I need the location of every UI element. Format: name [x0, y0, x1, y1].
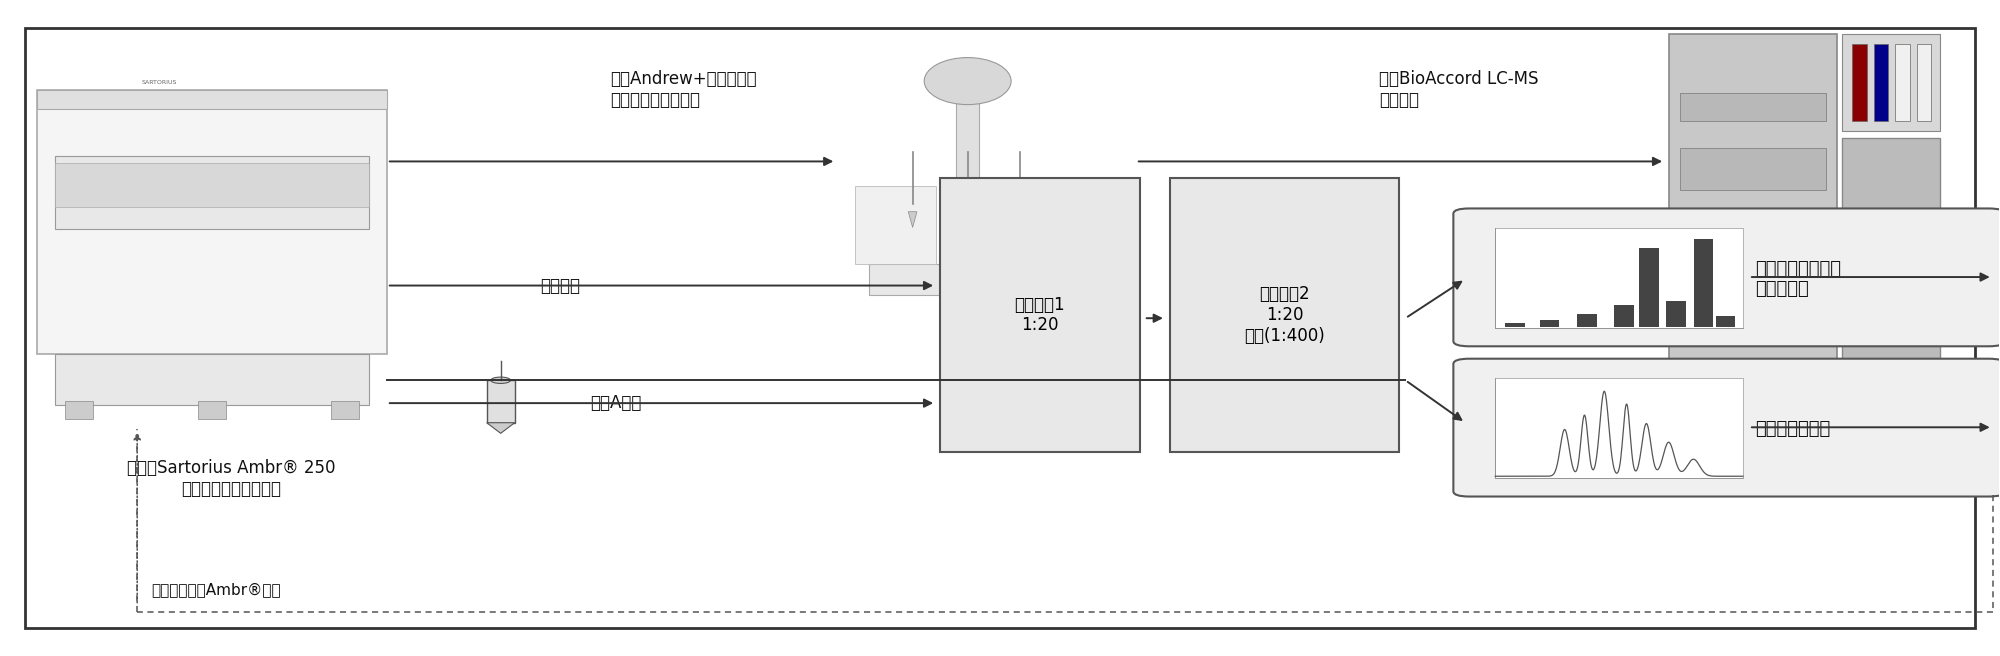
- Bar: [1170, 178, 1400, 452]
- Polygon shape: [486, 422, 514, 434]
- FancyBboxPatch shape: [1454, 209, 2000, 346]
- Text: 使用BioAccord LC-MS
采集数据: 使用BioAccord LC-MS 采集数据: [1380, 70, 1538, 109]
- Bar: [1694, 239, 1714, 327]
- Bar: [1496, 379, 1742, 478]
- Bar: [1874, 44, 1888, 121]
- Bar: [1680, 93, 1826, 121]
- FancyBboxPatch shape: [1842, 138, 1940, 380]
- Bar: [1578, 314, 1596, 327]
- Bar: [870, 264, 1100, 295]
- Text: 采集自Sartorius Ambr® 250
系统的澄清培养基样品: 采集自Sartorius Ambr® 250 系统的澄清培养基样品: [126, 459, 336, 498]
- Ellipse shape: [490, 377, 510, 384]
- Bar: [330, 401, 358, 419]
- Bar: [38, 91, 386, 108]
- Text: 完整蛋白质分析: 完整蛋白质分析: [1754, 420, 1830, 438]
- Polygon shape: [1016, 212, 1024, 228]
- Polygon shape: [908, 212, 916, 228]
- Bar: [1896, 44, 1910, 121]
- Bar: [1640, 248, 1658, 327]
- Text: 使用Andrew+移液机器人
自动完成样品前处理: 使用Andrew+移液机器人 自动完成样品前处理: [610, 70, 758, 109]
- Bar: [198, 401, 226, 419]
- Bar: [854, 186, 936, 264]
- Bar: [940, 178, 1140, 452]
- Bar: [1506, 323, 1524, 327]
- Bar: [1852, 44, 1866, 121]
- FancyBboxPatch shape: [1670, 34, 1836, 380]
- Text: 稀释步骤2
1:20
总计(1:400): 稀释步骤2 1:20 总计(1:400): [1244, 285, 1324, 345]
- Text: 数据接口返回Ambr®软件: 数据接口返回Ambr®软件: [152, 582, 280, 597]
- Bar: [1680, 224, 1826, 259]
- Ellipse shape: [924, 58, 1012, 104]
- Bar: [54, 354, 370, 405]
- Bar: [1680, 287, 1826, 328]
- Bar: [1716, 316, 1736, 327]
- Bar: [956, 94, 980, 264]
- Bar: [486, 380, 514, 422]
- Bar: [54, 163, 370, 207]
- FancyBboxPatch shape: [38, 91, 386, 354]
- Text: 直接分析: 直接分析: [540, 277, 580, 295]
- Text: 蛋白A纯化: 蛋白A纯化: [590, 394, 642, 412]
- Polygon shape: [964, 212, 972, 228]
- Bar: [1666, 300, 1686, 327]
- FancyBboxPatch shape: [1454, 359, 2000, 497]
- Bar: [1540, 320, 1560, 327]
- Bar: [54, 156, 370, 229]
- Text: 培养基营养成分和
代谢物分析: 培养基营养成分和 代谢物分析: [1754, 260, 1840, 298]
- Bar: [1842, 34, 1940, 131]
- Text: 稀释步骤1
1:20: 稀释步骤1 1:20: [1014, 296, 1066, 335]
- Bar: [66, 401, 94, 419]
- Bar: [1916, 44, 1932, 121]
- Bar: [1496, 228, 1742, 328]
- Bar: [1614, 305, 1634, 327]
- Text: SARTORIUS: SARTORIUS: [142, 81, 178, 85]
- Bar: [1680, 148, 1826, 190]
